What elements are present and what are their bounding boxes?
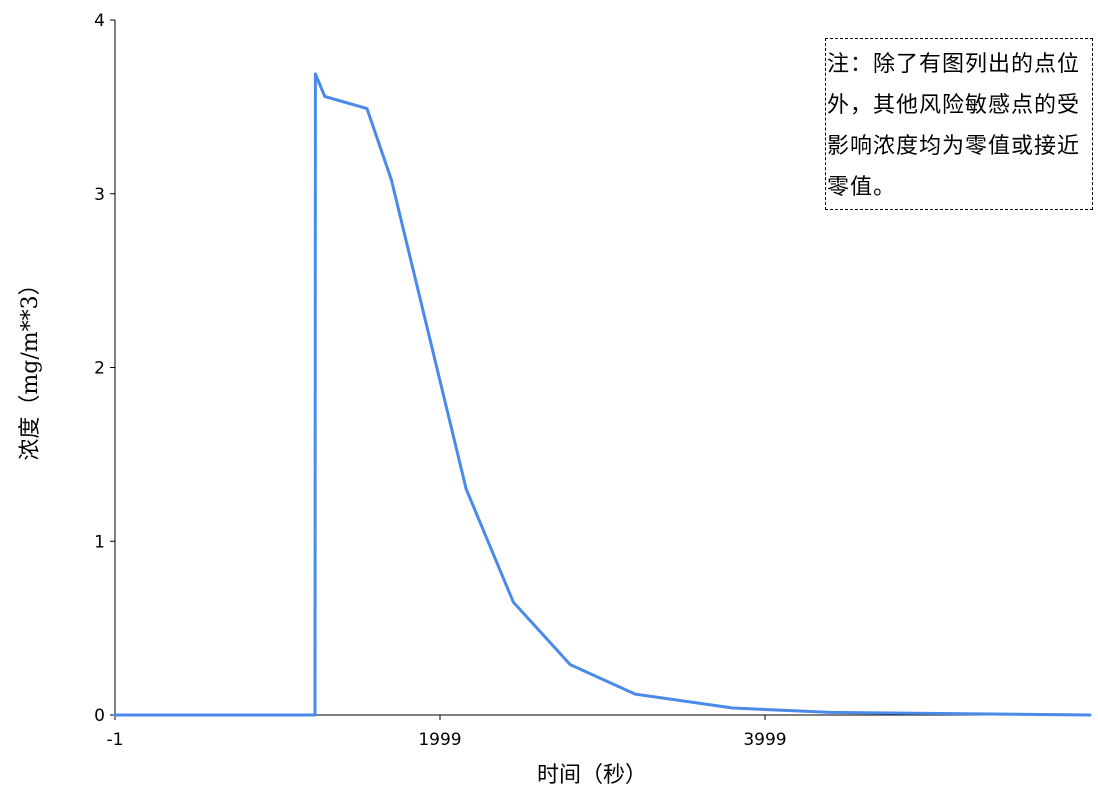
- series-line: [113, 72, 1092, 717]
- x-ticks: -1 1999 3999: [107, 715, 787, 750]
- x-tick-label: 3999: [743, 730, 786, 750]
- y-ticks: 0 1 2 3 4: [94, 11, 115, 726]
- x-tick-label: -1: [107, 730, 124, 750]
- x-tick-label: 1999: [418, 730, 461, 750]
- y-tick-label: 3: [94, 185, 105, 205]
- y-tick-label: 1: [94, 532, 105, 552]
- y-axis-title: 浓度（mg/m**3）: [18, 273, 43, 460]
- y-tick-label: 4: [94, 11, 105, 31]
- plot-area: [113, 72, 1092, 717]
- x-axis-title: 时间（秒）: [537, 763, 647, 788]
- y-tick-label: 2: [94, 359, 105, 379]
- note-box: 注：除了有图列出的点位外，其他风险敏感点的受影响浓度均为零值或接近零值。: [825, 38, 1093, 210]
- y-axis: 0 1 2 3 4: [94, 11, 116, 726]
- x-axis: -1 1999 3999: [107, 714, 1090, 750]
- y-tick-label: 0: [94, 706, 105, 726]
